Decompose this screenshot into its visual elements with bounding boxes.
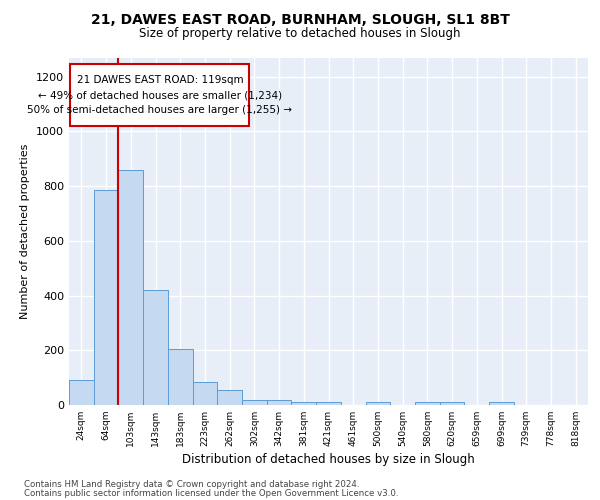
Bar (440, 402, 464, 405)
Bar (267, 400, 292, 405)
Bar (316, 402, 341, 405)
X-axis label: Distribution of detached houses by size in Slough: Distribution of detached houses by size … (182, 453, 475, 466)
Text: Size of property relative to detached houses in Slough: Size of property relative to detached ho… (139, 28, 461, 40)
Y-axis label: Number of detached properties: Number of detached properties (20, 144, 31, 319)
Bar (242, 400, 267, 405)
Bar (69, 380, 94, 405)
Text: Contains HM Land Registry data © Crown copyright and database right 2024.: Contains HM Land Registry data © Crown c… (24, 480, 359, 489)
Bar (143, 290, 168, 405)
Bar (193, 382, 217, 405)
Bar (94, 190, 118, 405)
Bar (292, 402, 316, 405)
Bar (415, 402, 440, 405)
Bar (118, 170, 143, 405)
Bar (70, 64, 250, 126)
Bar (489, 402, 514, 405)
Bar (168, 349, 193, 405)
Bar (217, 390, 242, 405)
Text: 21, DAWES EAST ROAD, BURNHAM, SLOUGH, SL1 8BT: 21, DAWES EAST ROAD, BURNHAM, SLOUGH, SL… (91, 12, 509, 26)
Bar (365, 402, 390, 405)
Text: 21 DAWES EAST ROAD: 119sqm
← 49% of detached houses are smaller (1,234)
50% of s: 21 DAWES EAST ROAD: 119sqm ← 49% of deta… (28, 76, 292, 115)
Text: Contains public sector information licensed under the Open Government Licence v3: Contains public sector information licen… (24, 489, 398, 498)
